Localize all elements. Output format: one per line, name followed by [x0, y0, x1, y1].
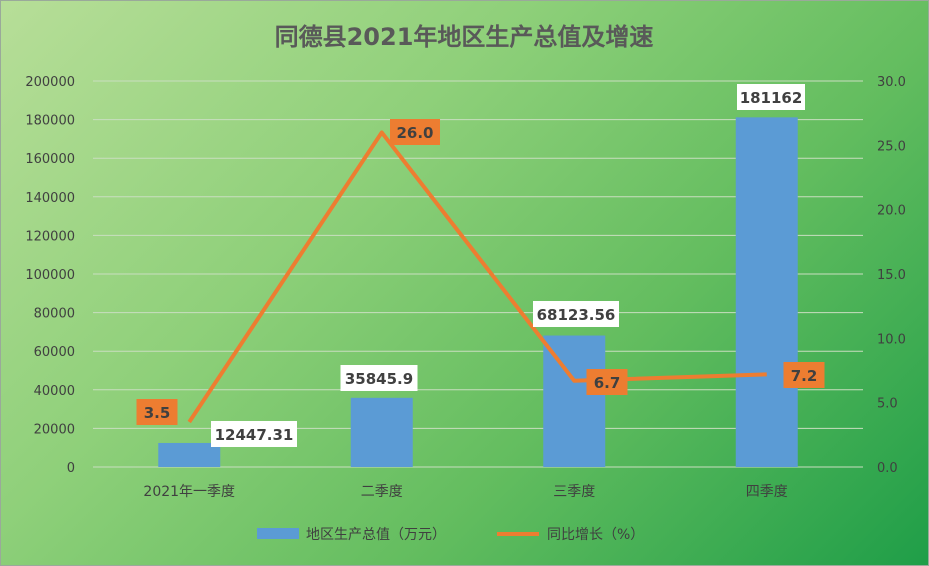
right-axis-tick-label: 5.0	[877, 397, 898, 412]
left-axis-tick-label: 140000	[25, 191, 75, 206]
left-axis-tick-label: 80000	[34, 307, 75, 322]
line-data-label: 6.7	[594, 374, 621, 392]
left-axis-tick-label: 40000	[34, 384, 75, 399]
right-axis-tick-label: 20.0	[877, 204, 906, 219]
bar	[350, 397, 413, 467]
left-axis-tick-label: 60000	[34, 345, 75, 360]
right-axis-tick-label: 0.0	[877, 461, 898, 476]
left-axis-tick-label: 20000	[34, 422, 75, 437]
bar	[735, 117, 798, 468]
growth-line	[187, 130, 767, 424]
x-axis-category-label: 四季度	[746, 484, 788, 500]
bar-data-label: 12447.31	[215, 426, 294, 444]
bar-data-label-box	[340, 365, 418, 391]
x-axis-category-label: 二季度	[361, 484, 403, 500]
line-data-label: 3.5	[144, 404, 171, 422]
line-data-label: 7.2	[791, 367, 818, 385]
left-axis-tick-label: 200000	[25, 75, 75, 90]
line-data-label-box	[390, 119, 440, 145]
left-axis-tick-label: 100000	[25, 268, 75, 283]
legend-bar-swatch	[257, 528, 299, 539]
bar-data-label: 35845.9	[345, 370, 413, 388]
bar	[158, 442, 221, 467]
legend-bar-label: 地区生产总值（万元）	[306, 527, 446, 543]
right-axis-tick-label: 10.0	[877, 332, 906, 347]
bar	[543, 335, 606, 467]
right-axis-tick-label: 25.0	[877, 139, 906, 154]
right-axis-tick-label: 30.0	[877, 75, 906, 90]
line-data-label-box	[783, 362, 825, 388]
line-data-label-box	[586, 369, 628, 395]
bar-data-label-box	[533, 301, 619, 327]
x-axis-category-label: 三季度	[553, 484, 595, 500]
left-axis-tick-label: 160000	[25, 152, 75, 167]
chart-title: 同德县2021年地区生产总值及增速	[275, 23, 654, 51]
x-axis-category-label: 2021年一季度	[143, 484, 235, 500]
left-axis-tick-label: 0	[67, 461, 75, 476]
line-data-label: 26.0	[396, 124, 433, 142]
right-axis-tick-label: 15.0	[877, 268, 906, 283]
left-axis-tick-label: 120000	[25, 229, 75, 244]
bar-data-label: 68123.56	[537, 306, 616, 324]
bar-data-label: 181162	[740, 89, 803, 107]
legend-line-label: 同比增长（%）	[547, 527, 644, 543]
line-data-label-box	[136, 399, 178, 425]
left-axis-tick-label: 180000	[25, 114, 75, 129]
bar-data-label-box	[737, 84, 805, 110]
bar-data-label-box	[211, 421, 297, 447]
